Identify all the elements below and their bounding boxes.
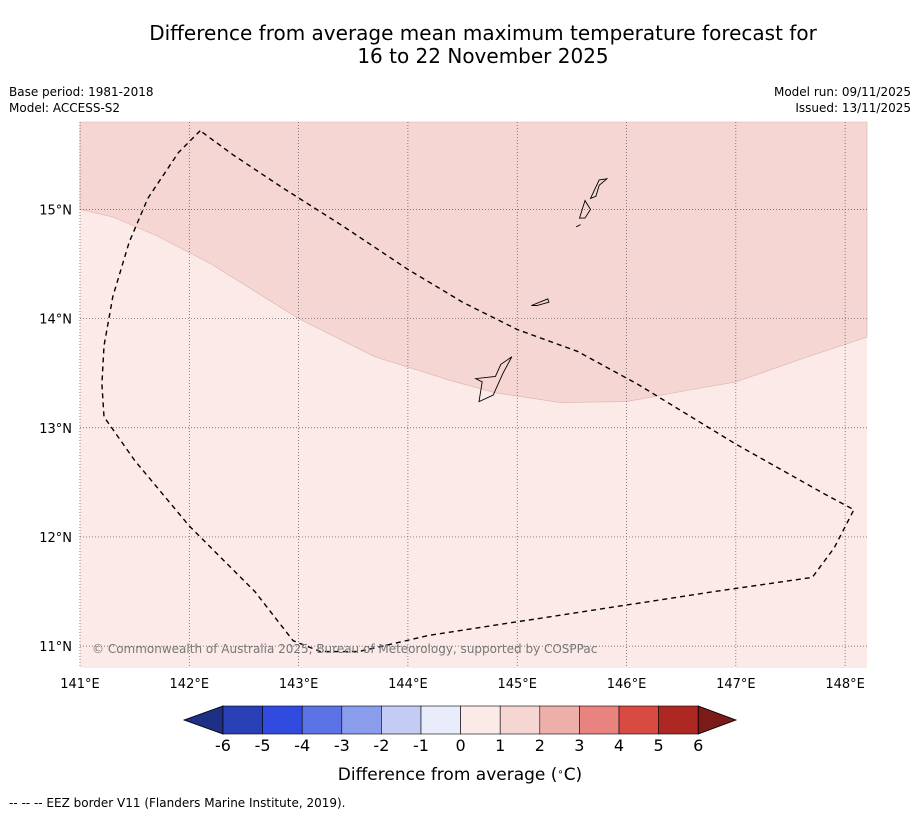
colorbar-tick-11: 5 bbox=[654, 736, 664, 755]
colorbar-max-arrow bbox=[697, 705, 738, 735]
lon-label-146: 146°E bbox=[607, 677, 647, 692]
lon-label-142: 142°E bbox=[170, 677, 210, 692]
colorbar-segment-8 bbox=[539, 705, 580, 735]
colorbar-segment-11 bbox=[658, 705, 699, 735]
copyright-text: © Commonwealth of Australia 2025, Bureau… bbox=[92, 642, 597, 656]
colorbar-segment-0 bbox=[222, 705, 263, 735]
island-guam bbox=[474, 356, 513, 403]
title-line-1: Difference from average mean maximum tem… bbox=[149, 21, 817, 45]
colorbar-tick-2: -4 bbox=[294, 736, 310, 755]
lon-label-141: 141°E bbox=[60, 677, 100, 692]
lat-label-13: 13°N bbox=[39, 422, 72, 437]
colorbar-tick-6: 0 bbox=[456, 736, 466, 755]
lon-label-145: 145°E bbox=[497, 677, 537, 692]
issued-date: Issued: 13/11/2025 bbox=[795, 101, 911, 115]
anomaly-region-1-2 bbox=[79, 121, 868, 403]
colorbar-segment-1 bbox=[262, 705, 303, 735]
lon-label-143: 143°E bbox=[279, 677, 319, 692]
island-saipan bbox=[589, 178, 609, 200]
colorbar-tick-12: 6 bbox=[693, 736, 703, 755]
model-run: Model run: 09/11/2025 bbox=[773, 85, 911, 99]
lat-label-12: 12°N bbox=[39, 531, 72, 546]
colorbar-tick-5: -1 bbox=[413, 736, 429, 755]
colorbar-tick-3: -3 bbox=[334, 736, 350, 755]
colorbar-segment-5 bbox=[420, 705, 461, 735]
colorbar-tick-0: -6 bbox=[215, 736, 231, 755]
colorbar-tick-4: -2 bbox=[373, 736, 389, 755]
eez-footnote: -- -- -- EEZ border V11 (Flanders Marine… bbox=[9, 796, 346, 810]
colorbar-segment-9 bbox=[579, 705, 620, 735]
colorbar-segment-3 bbox=[341, 705, 382, 735]
island-rota bbox=[531, 298, 550, 306]
title-line-2: 16 to 22 November 2025 bbox=[357, 44, 609, 68]
lat-label-15: 15°N bbox=[39, 203, 72, 218]
colorbar-tick-7: 1 bbox=[495, 736, 505, 755]
meta-right: Model run: 09/11/2025 Issued: 13/11/2025 bbox=[774, 84, 911, 116]
colorbar-label: Difference from average (∘C) bbox=[338, 765, 582, 785]
eez-boundary bbox=[101, 130, 855, 653]
lon-label-144: 144°E bbox=[388, 677, 428, 692]
island-tinian bbox=[578, 199, 592, 219]
island-aguijan bbox=[575, 224, 581, 228]
base-period: Base period: 1981-2018 bbox=[9, 85, 154, 99]
colorbar-tick-10: 4 bbox=[614, 736, 624, 755]
colorbar-tick-9: 3 bbox=[574, 736, 584, 755]
lon-label-147: 147°E bbox=[716, 677, 756, 692]
colorbar-segment-7 bbox=[499, 705, 541, 735]
colorbar-segment-6 bbox=[460, 705, 501, 735]
lat-label-11: 11°N bbox=[39, 640, 72, 655]
lon-label-148: 148°E bbox=[825, 677, 865, 692]
colorbar-tick-1: -5 bbox=[255, 736, 271, 755]
lat-label-14: 14°N bbox=[39, 313, 72, 328]
colorbar-segment-4 bbox=[381, 705, 422, 735]
map-title: Difference from average mean maximum tem… bbox=[0, 22, 919, 68]
meta-left: Base period: 1981-2018 Model: ACCESS-S2 bbox=[9, 84, 154, 116]
colorbar-min-arrow bbox=[182, 705, 224, 735]
colorbar-segment-2 bbox=[301, 705, 343, 735]
colorbar-tick-8: 2 bbox=[535, 736, 545, 755]
colorbar-segment-10 bbox=[618, 705, 659, 735]
model-name: Model: ACCESS-S2 bbox=[9, 101, 121, 115]
